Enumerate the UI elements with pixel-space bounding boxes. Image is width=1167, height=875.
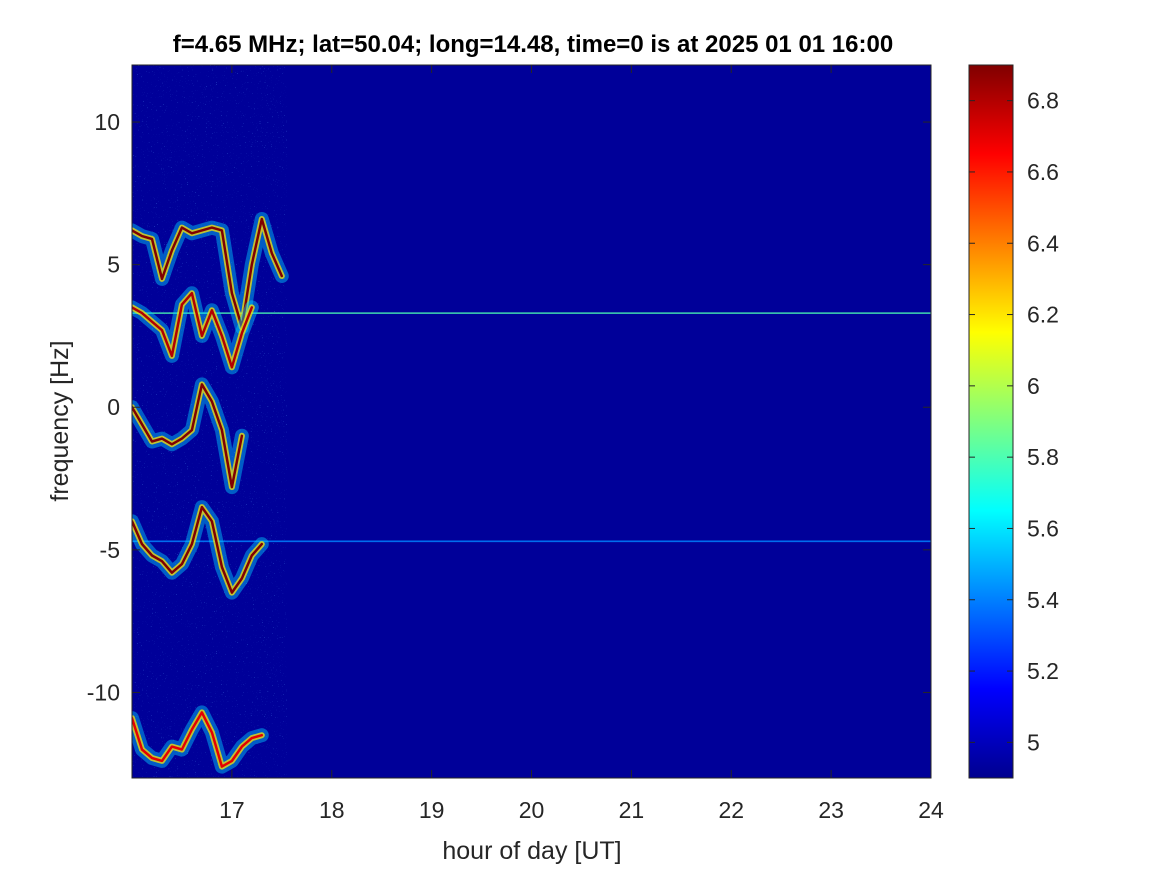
trace-3 [132, 505, 264, 594]
x-axis: 17 18 19 20 21 22 23 24 [219, 65, 944, 823]
y-tick-label: 5 [107, 252, 120, 278]
x-tick-label: 22 [718, 797, 744, 823]
colorbar-tick-label: 5.8 [1027, 444, 1059, 470]
trace-2 [132, 383, 244, 489]
y-axis-label: frequency [Hz] [46, 340, 74, 501]
colorbar-tick-label: 5.2 [1027, 658, 1059, 684]
colorbar: 6.8 6.6 6.4 6.2 6 5.8 5.6 5.4 5.2 5 [968, 64, 1059, 779]
colorbar-tick-label: 6.2 [1027, 302, 1059, 328]
trace-4 [132, 711, 264, 768]
colorbar-tick-label: 5.6 [1027, 515, 1059, 541]
x-tick-label: 17 [219, 797, 245, 823]
colorbar-tick-label: 6 [1027, 373, 1040, 399]
colorbar-tick-label: 6.8 [1027, 88, 1059, 114]
colorbar-tick-label: 6.6 [1027, 159, 1059, 185]
colorbar-tick-label: 6.4 [1027, 230, 1059, 256]
x-tick-label: 23 [818, 797, 844, 823]
x-tick-label: 20 [519, 797, 545, 823]
colorbar-ticks: 6.8 6.6 6.4 6.2 6 5.8 5.6 5.4 5.2 5 [969, 88, 1059, 755]
x-tick-label: 21 [619, 797, 645, 823]
colorbar-tick-label: 5 [1027, 729, 1040, 755]
y-tick-label: 0 [107, 394, 120, 420]
trace-0 [132, 217, 284, 329]
y-tick-label: 10 [94, 109, 120, 135]
chart-title: f=4.65 MHz; lat=50.04; long=14.48, time=… [173, 31, 893, 58]
horizontal-lines [132, 312, 931, 543]
colorbar-tick-label: 5.4 [1027, 587, 1059, 613]
x-tick-label: 19 [419, 797, 445, 823]
x-axis-label: hour of day [UT] [442, 837, 621, 865]
y-axis: 10 5 0 -5 -10 [87, 109, 931, 705]
y-tick-label: -10 [87, 679, 120, 705]
y-tick-label: -5 [100, 537, 120, 563]
heatmap-traces [132, 212, 289, 774]
x-tick-label: 18 [319, 797, 345, 823]
colorbar-gradient [968, 64, 1014, 779]
x-tick-label: 24 [918, 797, 944, 823]
trace-1 [132, 291, 254, 369]
plot-area [132, 65, 931, 778]
heatmap-speckle [132, 65, 287, 778]
